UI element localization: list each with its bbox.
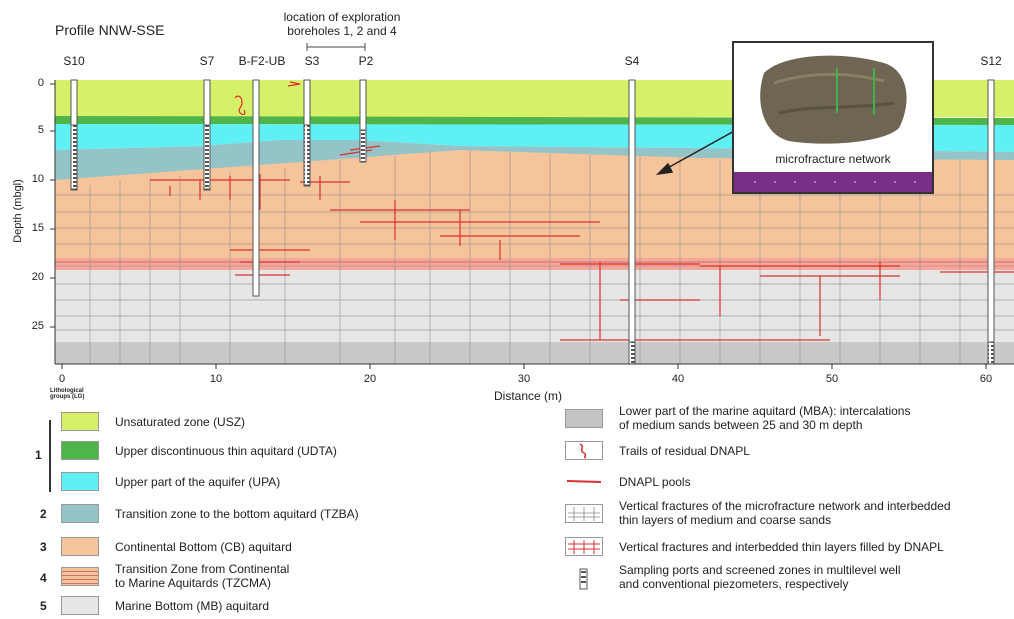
legend-item-red-fractures: Vertical fractures and interbedded thin … bbox=[565, 537, 944, 556]
x-tick-label: 40 bbox=[671, 373, 685, 385]
legend-text: Transition Zone from Continental to Mari… bbox=[115, 562, 290, 590]
x-tick-label: 20 bbox=[363, 373, 377, 385]
legend-swatch bbox=[61, 412, 99, 431]
x-tick-label: 10 bbox=[209, 373, 223, 385]
well-label-s4: S4 bbox=[624, 54, 640, 68]
legend-swatch bbox=[61, 472, 99, 491]
x-axis-title: Distance (m) bbox=[494, 389, 563, 403]
x-tick-label: 50 bbox=[825, 373, 839, 385]
axes bbox=[50, 80, 1014, 369]
well-label-p2: P2 bbox=[358, 54, 374, 68]
legend-text: Marine Bottom (MB) aquitard bbox=[115, 598, 270, 613]
legend-text: Continental Bottom (CB) aquitard bbox=[115, 539, 292, 554]
gray-fractures-icon bbox=[565, 503, 603, 523]
well-label-s10: S10 bbox=[63, 54, 85, 68]
x-tick-label: 60 bbox=[979, 373, 993, 385]
legend-item-cb: Continental Bottom (CB) aquitard bbox=[61, 537, 292, 556]
legend-header: Lithological groups (LG) bbox=[50, 388, 85, 400]
well-s12 bbox=[987, 79, 995, 365]
red-pool-icon bbox=[565, 472, 603, 491]
exploration-boreholes-note: location of exploration boreholes 1, 2 a… bbox=[283, 10, 401, 38]
group-number: 3 bbox=[40, 540, 47, 554]
legend-item-dnapl-pools: DNAPL pools bbox=[565, 472, 691, 491]
profile-title: Profile NNW-SSE bbox=[55, 22, 165, 38]
legend-item-gray-fractures: Vertical fractures of the microfracture … bbox=[565, 499, 951, 527]
y-tick-label: 5 bbox=[37, 124, 44, 136]
y-tick-label: 10 bbox=[31, 173, 44, 185]
well-label-s12: S12 bbox=[980, 54, 1002, 68]
legend-text: Upper discontinuous thin aquitard (UDTA) bbox=[115, 443, 337, 458]
legend-text: Upper part of the aquifer (UPA) bbox=[115, 474, 281, 489]
well-ports-icon bbox=[565, 567, 603, 589]
well-bf2ub bbox=[252, 79, 260, 297]
legend-text: Lower part of the marine aquitard (MBA):… bbox=[619, 404, 911, 432]
layer-tzcma bbox=[55, 258, 1014, 270]
legend-text: Trails of residual DNAPL bbox=[619, 443, 750, 458]
legend-swatch bbox=[61, 537, 99, 556]
legend-item-mba: Lower part of the marine aquitard (MBA):… bbox=[565, 404, 910, 432]
y-tick-label: 15 bbox=[31, 222, 44, 234]
legend-item-dnapl-trails: Trails of residual DNAPL bbox=[565, 441, 750, 460]
wells bbox=[70, 79, 995, 365]
layer-cb bbox=[55, 180, 1014, 258]
y-tick-label: 20 bbox=[31, 271, 44, 283]
exploration-bracket bbox=[306, 43, 366, 51]
rock-sample-image bbox=[734, 55, 932, 192]
legend-text: Sampling ports and screened zones in mul… bbox=[619, 563, 901, 591]
dnapl-fractures bbox=[150, 81, 1014, 341]
legend-item-tzba: Transition zone to the bottom aquitard (… bbox=[61, 504, 359, 523]
y-tick-label: 25 bbox=[31, 320, 44, 332]
legend-text: DNAPL pools bbox=[619, 474, 691, 489]
microfracture-photo: microfracture network bbox=[732, 41, 934, 194]
layer-mba bbox=[55, 342, 1014, 364]
x-tick-label: 0 bbox=[58, 373, 66, 385]
group-number: 4 bbox=[40, 571, 47, 585]
well-label-bf2ub: B-F2-UB bbox=[238, 54, 286, 68]
photo-pointer-arrow bbox=[655, 129, 737, 176]
group-number: 1 bbox=[35, 448, 42, 462]
legend-swatch bbox=[61, 596, 99, 615]
well-label-s7: S7 bbox=[199, 54, 215, 68]
legend-swatch bbox=[61, 441, 99, 460]
legend-text: Unsaturated zone (USZ) bbox=[115, 414, 246, 429]
red-trail-icon bbox=[565, 441, 603, 460]
group-number: 5 bbox=[40, 599, 47, 613]
well-s4 bbox=[628, 79, 636, 365]
legend-swatch bbox=[61, 504, 99, 523]
legend-swatch bbox=[61, 566, 99, 586]
legend-text: Transition zone to the bottom aquitard (… bbox=[115, 506, 359, 521]
legend-item-upa: Upper part of the aquifer (UPA) bbox=[61, 472, 280, 491]
x-tick-label: 30 bbox=[517, 373, 531, 385]
legend-swatch bbox=[565, 408, 603, 428]
photo-caption: microfracture network bbox=[775, 152, 891, 166]
y-axis-title: Depth (mbgl) bbox=[11, 179, 24, 243]
legend-text: Vertical fractures of the microfracture … bbox=[619, 499, 951, 527]
group-number: 2 bbox=[40, 507, 47, 521]
y-tick-label: 0 bbox=[37, 77, 44, 89]
group-1-bracket bbox=[49, 420, 51, 492]
legend-item-usz: Unsaturated zone (USZ) bbox=[61, 412, 245, 431]
red-fractures-icon bbox=[565, 537, 603, 556]
well-label-s3: S3 bbox=[304, 54, 320, 68]
legend-text: Vertical fractures and interbedded thin … bbox=[619, 539, 944, 554]
legend-item-udta: Upper discontinuous thin aquitard (UDTA) bbox=[61, 441, 337, 460]
layer-mb bbox=[55, 270, 1014, 342]
legend-item-mb: Marine Bottom (MB) aquitard bbox=[61, 596, 269, 615]
legend-item-tzcma: Transition Zone from Continental to Mari… bbox=[61, 562, 289, 590]
legend-item-well-ports: Sampling ports and screened zones in mul… bbox=[565, 563, 900, 591]
